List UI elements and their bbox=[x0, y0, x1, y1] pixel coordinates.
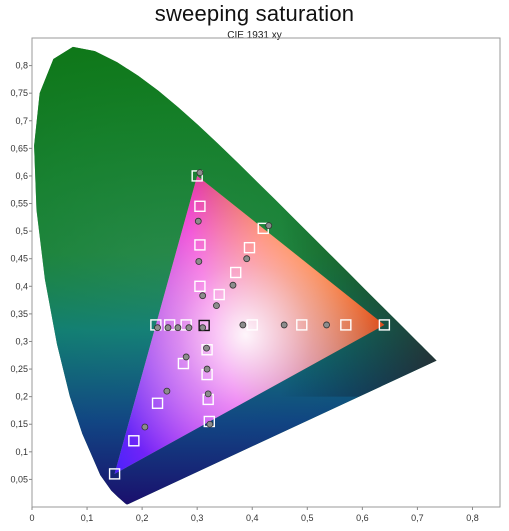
y-tick-label: 0,7 bbox=[15, 116, 28, 126]
y-tick-label: 0,55 bbox=[10, 199, 28, 209]
target-square-marker bbox=[213, 288, 225, 301]
measured-circle-marker bbox=[185, 324, 193, 332]
x-tick-label: 0,2 bbox=[136, 513, 149, 523]
target-square-marker bbox=[340, 319, 352, 331]
measured-circle-marker bbox=[229, 281, 237, 289]
target-square-marker bbox=[194, 200, 206, 212]
measured-circle-marker bbox=[164, 324, 172, 332]
x-tick-label: 0,5 bbox=[301, 513, 314, 523]
target-square-marker bbox=[246, 319, 258, 331]
measured-circle-marker bbox=[174, 324, 182, 332]
x-tick-label: 0,7 bbox=[411, 513, 424, 523]
y-tick-label: 0,6 bbox=[15, 171, 28, 181]
measured-circle-marker bbox=[243, 255, 251, 263]
measured-circle-marker bbox=[194, 217, 202, 225]
chart-subtitle: CIE 1931 xy bbox=[227, 30, 282, 41]
data-points-layer bbox=[108, 169, 391, 480]
y-tick-label: 0,15 bbox=[10, 419, 28, 429]
y-tick-label: 0,75 bbox=[10, 88, 28, 98]
measured-circle-marker bbox=[199, 292, 207, 300]
x-tick-label: 0,8 bbox=[466, 513, 479, 523]
target-square-marker bbox=[108, 468, 121, 480]
target-square-marker bbox=[378, 319, 391, 331]
y-tick-label: 0,35 bbox=[10, 309, 28, 319]
measured-circle-marker bbox=[154, 324, 161, 332]
measured-circle-marker bbox=[213, 302, 220, 310]
y-tick-label: 0,45 bbox=[10, 254, 28, 264]
measured-circle-marker bbox=[182, 353, 190, 361]
target-square-marker bbox=[128, 435, 140, 447]
target-square-marker bbox=[194, 239, 206, 251]
chart-title: sweeping saturation bbox=[154, 1, 355, 26]
y-tick-label: 0,25 bbox=[10, 364, 28, 374]
y-tick-label: 0,4 bbox=[15, 281, 28, 291]
measured-circle-marker bbox=[196, 169, 204, 177]
measured-circle-marker bbox=[206, 420, 214, 428]
x-tick-label: 0,3 bbox=[191, 513, 204, 523]
measured-circle-marker bbox=[204, 390, 212, 398]
x-tick-label: 0,4 bbox=[246, 513, 259, 523]
measured-circle-marker bbox=[195, 258, 203, 265]
measured-circle-marker bbox=[265, 222, 273, 230]
measured-circle-marker bbox=[239, 321, 247, 329]
y-tick-label: 0,65 bbox=[10, 143, 28, 153]
measured-circle-marker bbox=[141, 423, 149, 431]
x-tick-label: 0,6 bbox=[356, 513, 369, 523]
target-square-marker bbox=[180, 319, 192, 331]
x-tick-label: 0,1 bbox=[81, 513, 94, 523]
measured-circle-marker bbox=[163, 387, 171, 395]
target-square-marker bbox=[151, 397, 164, 409]
target-square-marker bbox=[230, 266, 242, 279]
target-square-marker bbox=[194, 280, 206, 292]
y-tick-label: 0,3 bbox=[15, 336, 28, 346]
target-square-marker bbox=[296, 319, 308, 331]
axes-layer: 0 0,1 0,2 0,3 0,4 0,5 0,6 0,7 0,8 0,05 0,1 0,15 0,2 0… bbox=[10, 37, 501, 523]
y-tick-label: 0,05 bbox=[10, 474, 28, 484]
x-tick-label: 0 bbox=[29, 513, 34, 523]
plot-frame bbox=[31, 37, 501, 508]
y-tick-label: 0,1 bbox=[15, 447, 28, 457]
y-tick-label: 0,8 bbox=[15, 61, 28, 71]
y-tick-label: 0,5 bbox=[15, 226, 28, 236]
measured-circle-marker bbox=[203, 365, 211, 373]
measured-circle-marker bbox=[280, 321, 288, 329]
target-square-marker bbox=[243, 241, 256, 254]
measured-circle-marker bbox=[203, 344, 210, 352]
measured-circle-marker bbox=[323, 321, 330, 329]
y-tick-label: 0,2 bbox=[15, 392, 28, 402]
measured-circle-marker bbox=[199, 324, 207, 332]
